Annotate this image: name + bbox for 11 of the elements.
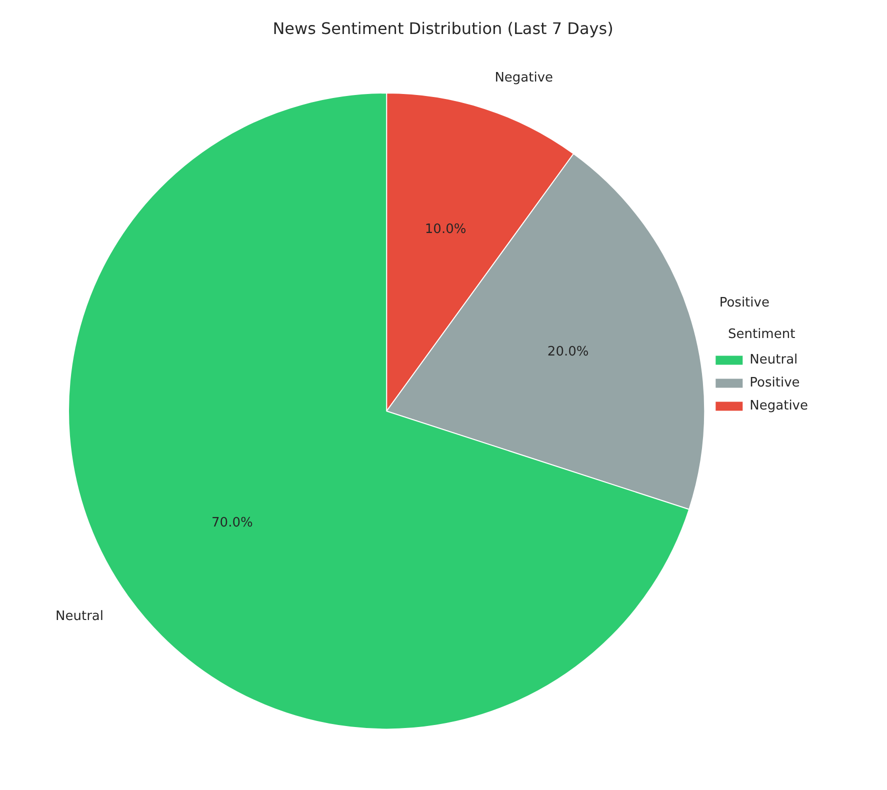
data-label: 70.0% <box>212 516 253 531</box>
data-label: 20.0% <box>547 344 589 360</box>
legend-label: Positive <box>750 376 800 391</box>
slice-label: Neutral <box>56 609 104 624</box>
chart-title: News Sentiment Distribution (Last 7 Days) <box>272 18 614 38</box>
legend-title: Sentiment <box>728 327 796 342</box>
slice-label: Positive <box>719 295 770 310</box>
legend-label: Neutral <box>750 352 798 368</box>
legend-label: Negative <box>750 398 808 414</box>
slice-label: Negative <box>494 70 554 86</box>
data-label: 10.0% <box>424 222 466 237</box>
